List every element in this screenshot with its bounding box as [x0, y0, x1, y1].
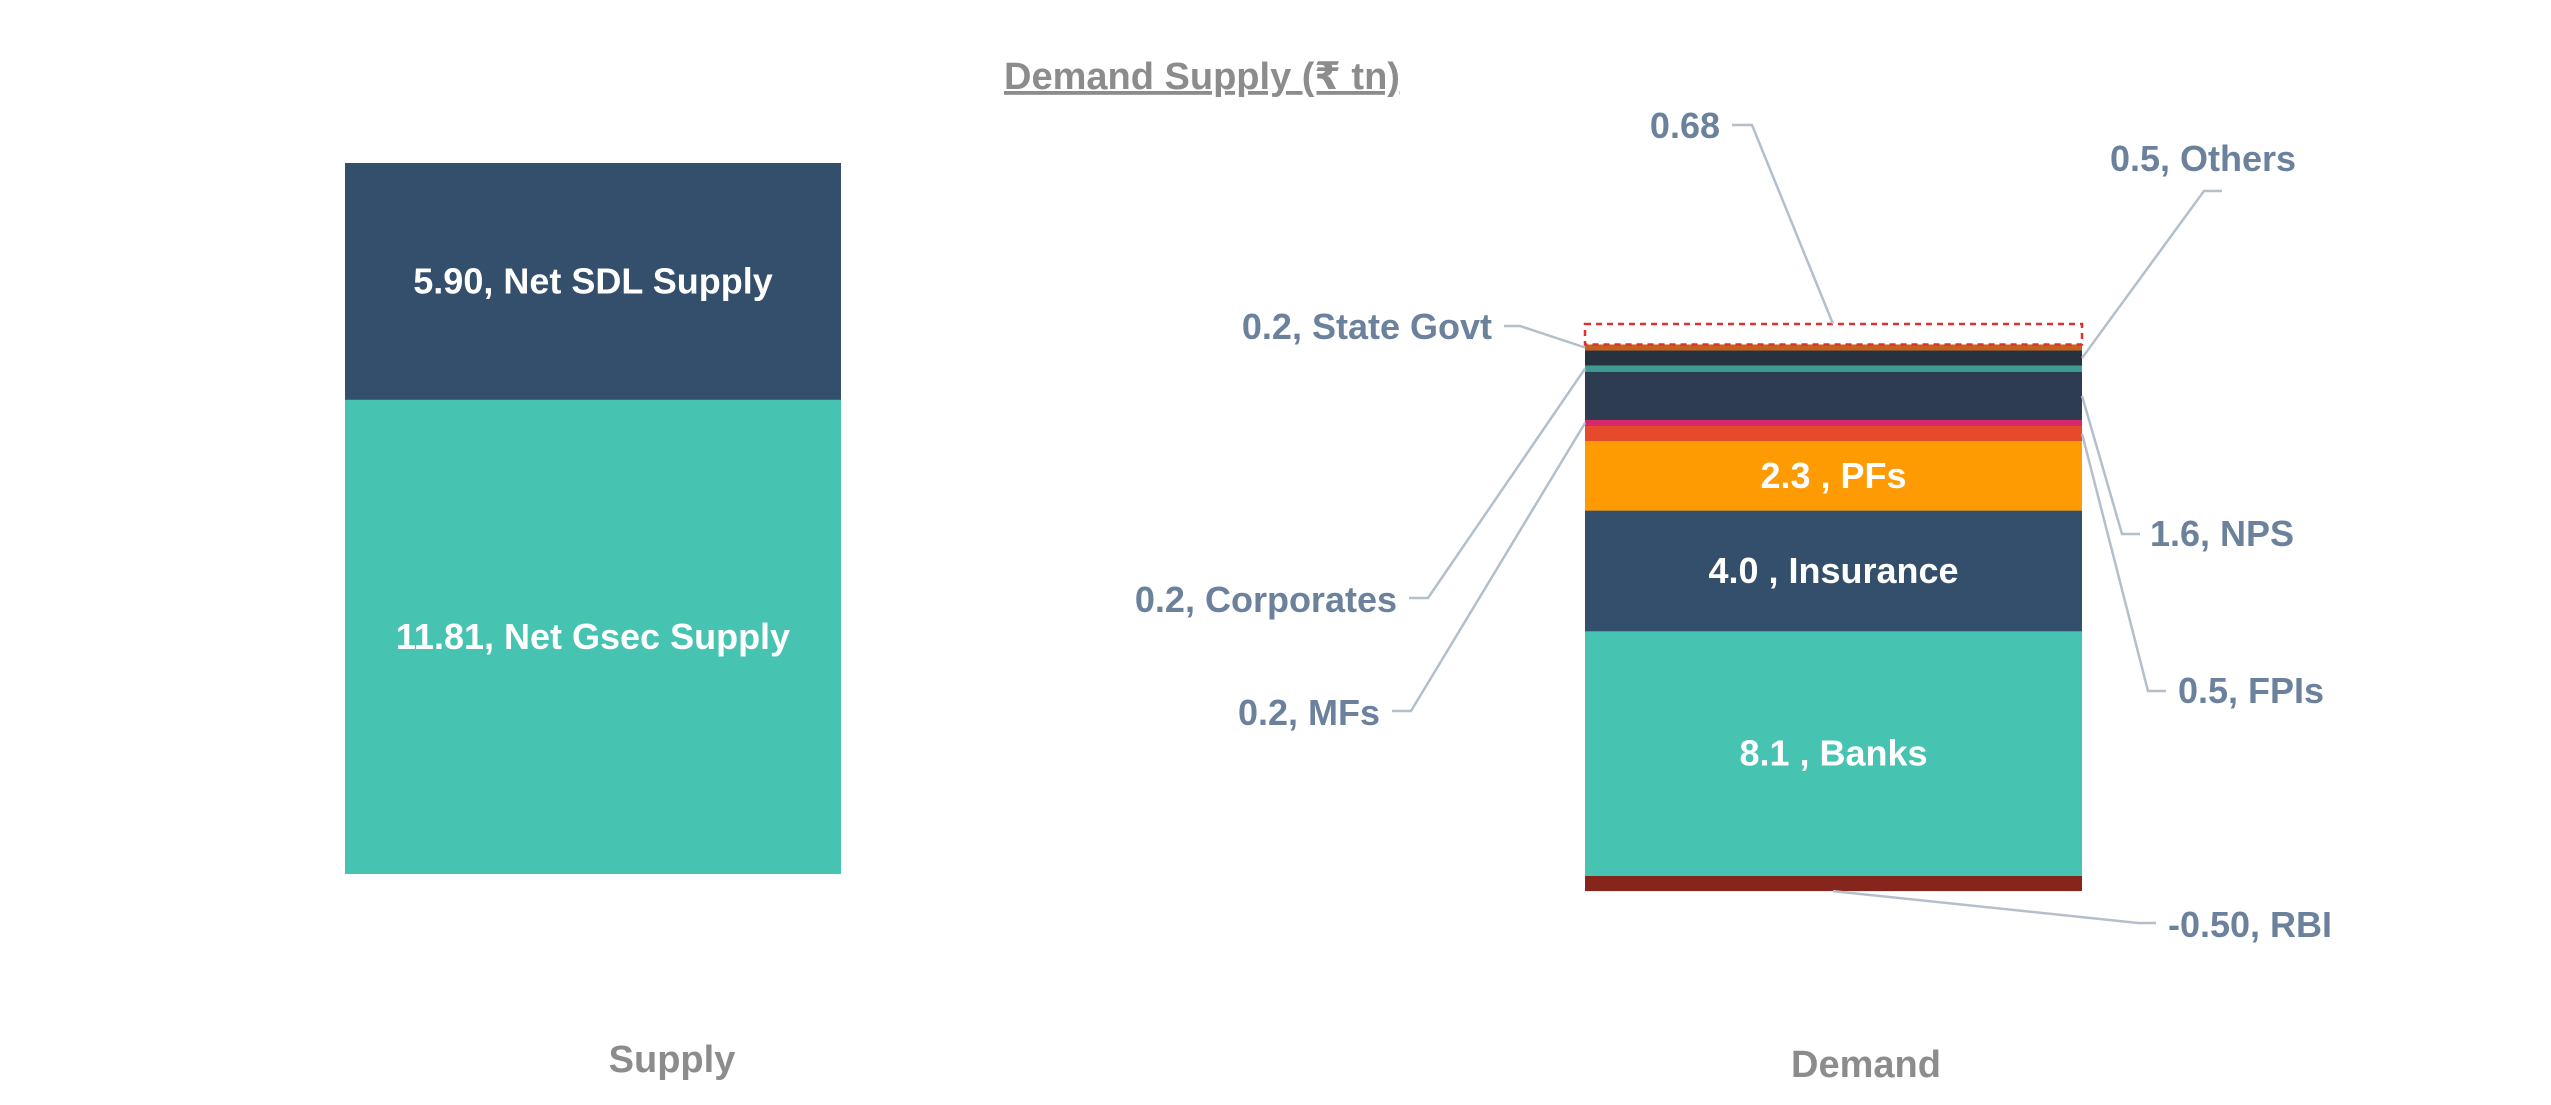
chart-title: Demand Supply (₹ tn) — [1004, 56, 1400, 98]
x-tick-supply: Supply — [609, 1039, 736, 1081]
demand-label-corporates: 0.2, Corporates — [1135, 579, 1397, 620]
demand-segment-nps — [1585, 371, 2082, 420]
demand-segment-insurance — [1585, 510, 2082, 632]
demand-segment-rbi — [1585, 876, 2082, 892]
leader-others — [2080, 189, 2222, 359]
x-tick-demand: Demand — [1791, 1044, 1941, 1086]
data-labels: 0.2, State Govt 0.2, Corporates 0.2, MFs 0.… — [1135, 105, 2332, 945]
demand-segment-pfs — [1585, 441, 2082, 511]
demand-label-insurance: 4.0 , Insurance — [1708, 550, 1958, 591]
supply-segment-net-sdl-supply — [345, 163, 841, 400]
demand-label-mfs: 0.2, MFs — [1238, 692, 1380, 733]
demand-label-pfs: 2.3 , PFs — [1760, 455, 1906, 496]
leader-nps — [2080, 395, 2140, 536]
demand-segment-banks — [1585, 631, 2082, 876]
demand-label-state-govt: 0.2, State Govt — [1242, 306, 1492, 347]
demand-label-others: 0.5, Others — [2110, 138, 2296, 179]
demand-gap-box — [1583, 322, 2084, 346]
demand-label-banks: 8.1 , Banks — [1739, 733, 1927, 774]
supply-stacked-bar: 11.81, Net Gsec Supply 5.90, Net SDL Supp… — [345, 163, 841, 874]
demand-stacked-bar: 8.1 , Banks 4.0 , Insurance 2.3 , PFs — [1583, 322, 2084, 892]
supply-label-net-sdl-supply: 5.90, Net SDL Supply — [413, 260, 772, 301]
leader-lines — [1392, 123, 2222, 925]
demand-segment-mfs — [1585, 419, 2082, 427]
demand-segment-corporates — [1585, 365, 2082, 372]
leader-rbi — [1832, 889, 2156, 925]
leader-fpis — [2080, 433, 2166, 693]
demand-label-rbi: -0.50, RBI — [2168, 904, 2332, 945]
supply-segment-net-gsec-supply — [345, 399, 841, 874]
demand-segment-fpis — [1585, 426, 2082, 442]
gap-label: 0.68 — [1650, 105, 1720, 146]
demand-segment-state-govt — [1585, 344, 2082, 351]
supply-label-net-gsec-supply: 11.81, Net Gsec Supply — [396, 616, 790, 657]
demand-segment-others — [1585, 350, 2082, 366]
leader-mfs — [1392, 422, 1587, 713]
demand-label-fpis: 0.5, FPIs — [2178, 670, 2324, 711]
leader-gap — [1732, 123, 1835, 325]
leader-state-govt — [1504, 324, 1586, 349]
leader-corporates — [1409, 367, 1587, 600]
demand-label-nps: 1.6, NPS — [2150, 513, 2294, 554]
